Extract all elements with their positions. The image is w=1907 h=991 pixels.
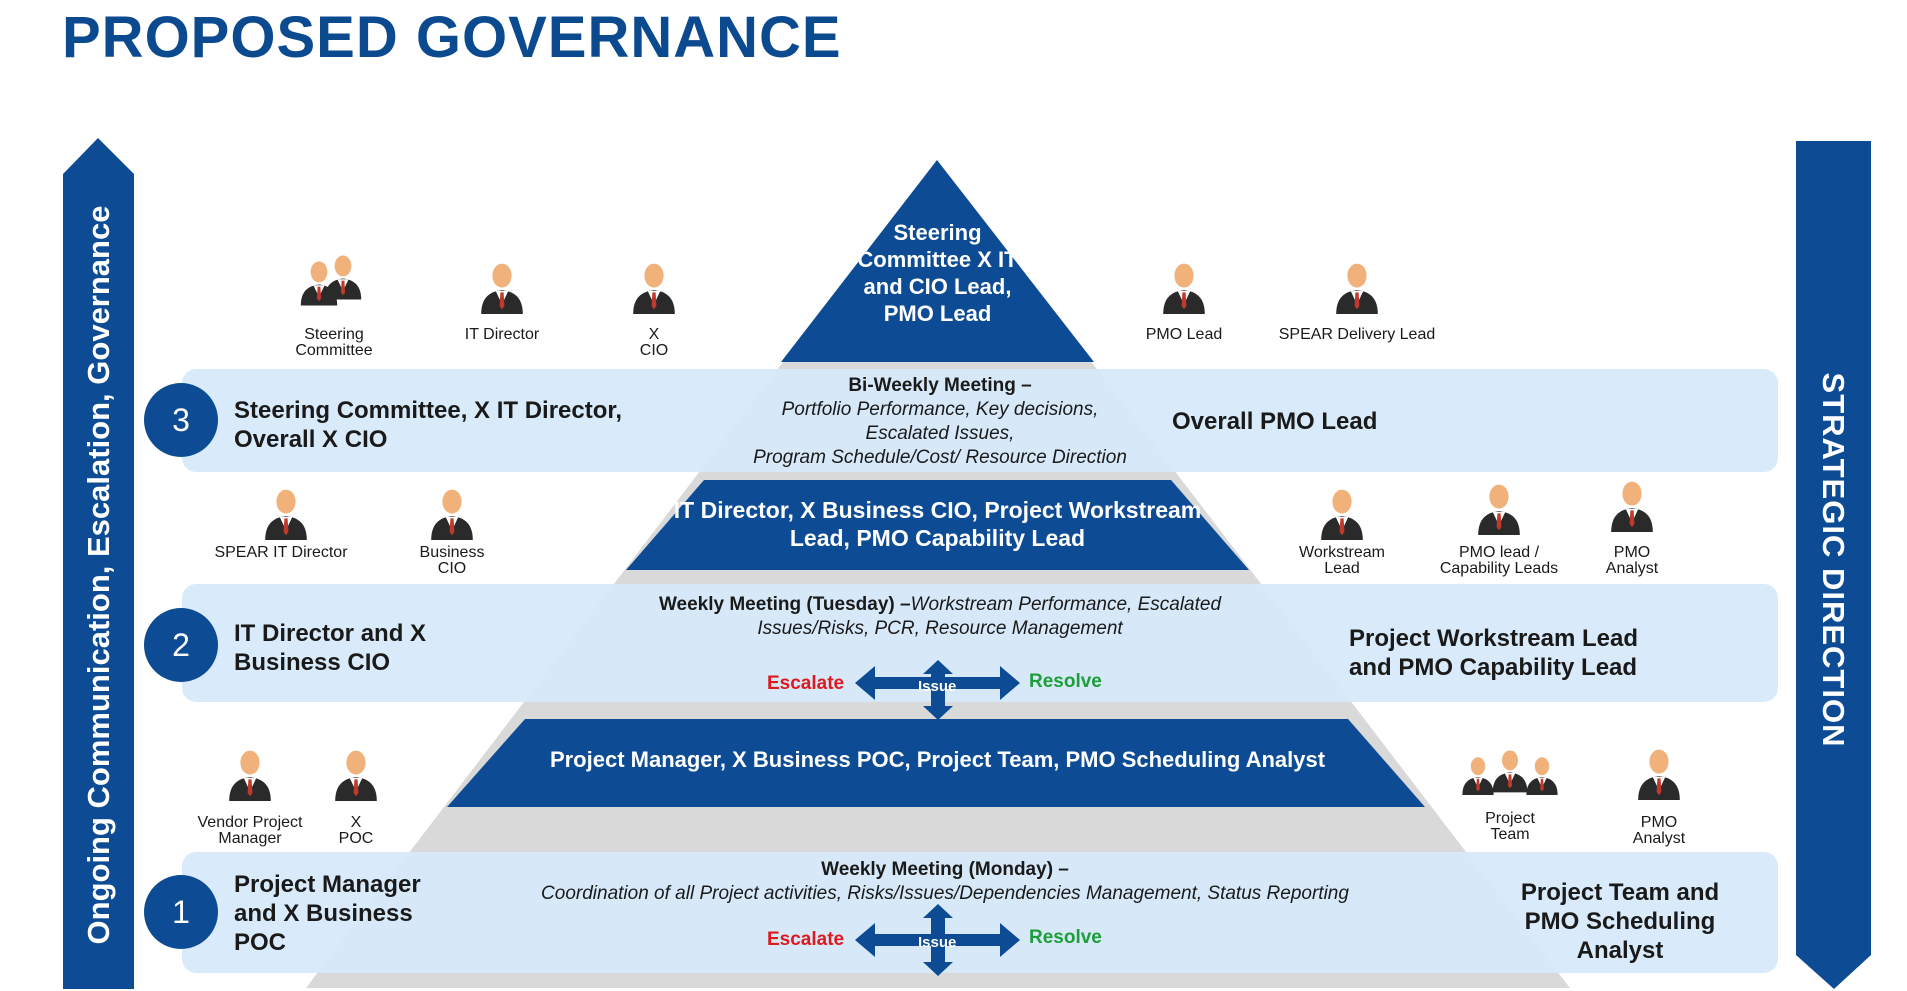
team-icon	[1462, 750, 1558, 795]
tier-bottom-label: Project Manager, X Business POC, Project…	[549, 747, 1326, 772]
issue-label-band-2: Issue	[918, 678, 957, 695]
band-3-right-title: Overall PMO Lead	[1172, 408, 1378, 435]
resolve-label-band-2: Resolve	[1029, 671, 1102, 692]
role-label-project-team: Project Team	[1485, 810, 1535, 843]
band-3-meeting-line-2: Escalated Issues,	[865, 423, 1015, 444]
role-label-business-cio: Business CIO	[419, 544, 485, 577]
businessman-gray-icon	[265, 489, 307, 540]
band-2	[182, 584, 1778, 702]
businessman-blue-icon	[431, 489, 473, 540]
tier-middle-trapezoid	[626, 480, 1249, 570]
businessman-dark-icon	[1336, 263, 1378, 314]
businessman-dark-icon	[335, 750, 377, 801]
band-2-meeting-line-2: Issues/Risks, PCR, Resource Management	[757, 618, 1123, 639]
tier-number-1: 1	[172, 894, 190, 930]
tier-number-circle-3	[144, 383, 218, 457]
band-2-left-title: IT Director and X Business CIO	[234, 620, 427, 676]
tier-number-3: 3	[172, 402, 190, 438]
businessman-blue-icon	[1478, 484, 1520, 535]
role-label-pmo-capability-leads: PMO lead / Capability Leads	[1439, 544, 1559, 577]
right-banner-text: STRATEGIC DIRECTION	[1816, 372, 1851, 748]
role-label-vendor-project-manager: Vendor Project Manager	[197, 814, 303, 847]
right-banner-arrow	[1796, 141, 1871, 989]
band-2-meeting-rest: Workstream Performance, Escalated	[910, 594, 1222, 615]
role-label-pmo-analyst-mid: PMO Analyst	[1605, 544, 1659, 577]
role-label-pmo-lead: PMO Lead	[1145, 326, 1223, 343]
band-3	[182, 369, 1778, 472]
businessman-gray-icon	[481, 263, 523, 314]
band-2-meeting-title: Weekly Meeting (Tuesday) –	[658, 594, 911, 615]
role-label-x-cio: X CIO	[639, 326, 669, 359]
escalate-label-band-1: Escalate	[767, 929, 845, 950]
band-3-meeting-line-1: Portfolio Performance, Key decisions,	[781, 399, 1099, 420]
band-1-right-title: Project Team and PMO Scheduling Analyst	[1520, 879, 1720, 964]
issue-label-band-1: Issue	[918, 934, 957, 951]
tier-middle-label: IT Director, X Business CIO, Project Wor…	[673, 497, 1202, 551]
role-label-workstream-lead: Workstream Lead	[1299, 544, 1385, 577]
band-3-left-title: Steering Committee, X IT Director, Overa…	[234, 397, 623, 453]
band-1-meeting-line-2: Coordination of all Project activities, …	[541, 883, 1349, 904]
businesswoman-icon	[1638, 749, 1680, 800]
band-3-meeting-line-3: Program Schedule/Cost/ Resource Directio…	[753, 447, 1127, 468]
resolve-label-band-1: Resolve	[1029, 927, 1102, 948]
left-banner-arrow	[63, 138, 134, 989]
band-2-meeting: Weekly Meeting (Tuesday) –Workstream Per…	[580, 593, 1300, 641]
band-3-meeting: Bi-Weekly Meeting – Portfolio Performanc…	[700, 374, 1180, 470]
band-1-meeting-title: Weekly Meeting (Monday) –	[821, 859, 1069, 880]
issue-arrows-band-2	[855, 660, 1020, 720]
businessman-blue-icon	[633, 263, 675, 314]
businessman-dark-icon	[1163, 263, 1205, 314]
band-3-meeting-title: Bi-Weekly Meeting –	[848, 375, 1032, 396]
business-group-icon	[300, 255, 362, 306]
role-label-x-poc: X POC	[338, 814, 374, 847]
tier-number-2: 2	[172, 627, 190, 663]
page-title: PROPOSED GOVERNANCE	[62, 5, 842, 70]
role-label-steering-committee: Steering Committee	[295, 326, 373, 359]
businessman-dark-icon	[1321, 489, 1363, 540]
role-label-spear-it-director: SPEAR IT Director	[214, 544, 348, 561]
tier-number-circle-2	[144, 608, 218, 682]
tier-number-circle-1	[144, 875, 218, 949]
role-label-pmo-analyst-low: PMO Analyst	[1632, 814, 1686, 847]
businesswoman-icon	[1611, 481, 1653, 532]
escalate-label-band-2: Escalate	[767, 673, 845, 694]
role-label-it-director: IT Director	[464, 326, 540, 343]
role-label-spear-delivery-lead: SPEAR Delivery Lead	[1278, 326, 1436, 343]
issue-arrows-band-1	[855, 904, 1020, 976]
left-banner-text: Ongoing Communication, Escalation, Gover…	[81, 205, 116, 945]
tier-top-triangle	[781, 160, 1094, 362]
businessman-red-tie-icon	[229, 750, 271, 801]
band-1	[182, 852, 1778, 973]
tier-top-label: Steering Committee X IT and CIO Lead, PM…	[857, 220, 1018, 326]
band-1-left-title: Project Manager and X Business POC	[234, 871, 421, 956]
band-1-meeting: Weekly Meeting (Monday) – Coordination o…	[480, 858, 1410, 906]
band-2-right-title: Project Workstream Lead and PMO Capabili…	[1349, 625, 1638, 681]
tier-bottom-trapezoid	[447, 719, 1425, 807]
